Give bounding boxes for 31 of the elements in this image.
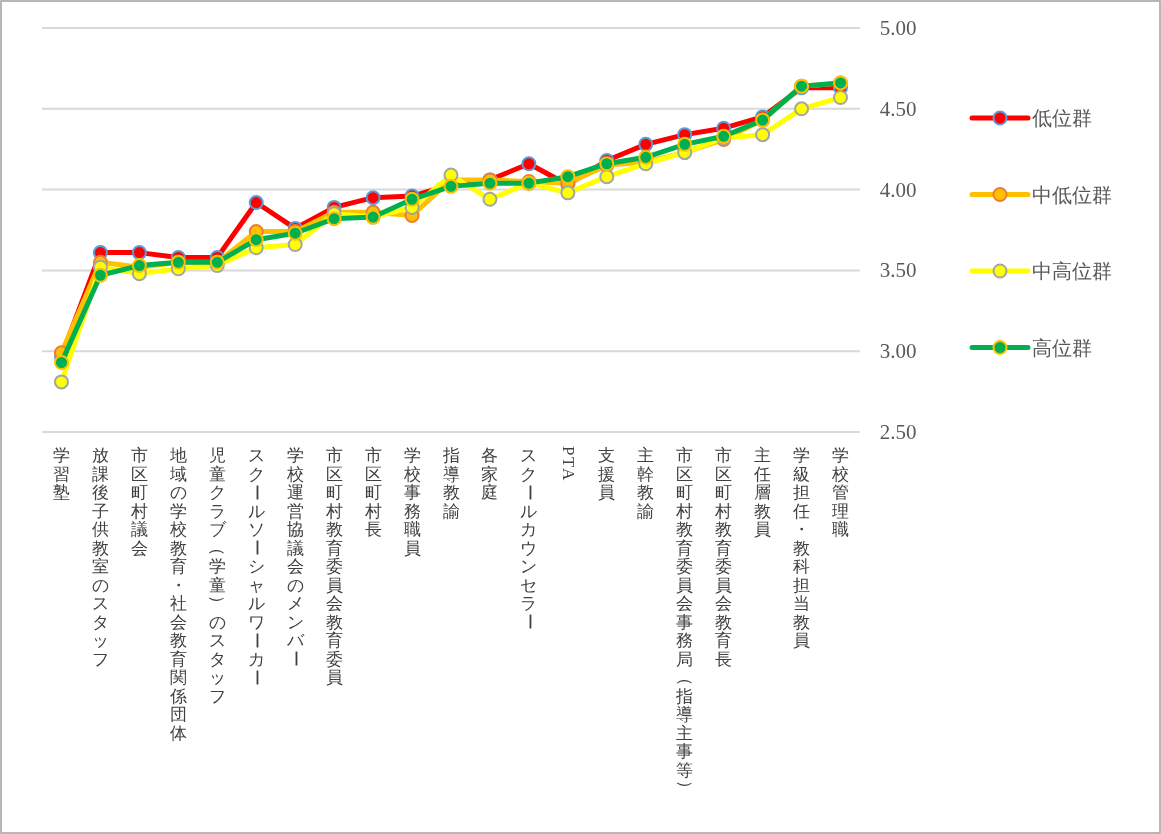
x-tick-label: 学校事務職員 <box>402 446 421 558</box>
legend-label: 中高位群 <box>1032 260 1112 282</box>
category-label: 学校運営協議会のメンバー <box>286 446 306 668</box>
x-tick-label: 主任層教員 <box>753 446 772 539</box>
x-tick-label: 支援員 <box>598 446 616 502</box>
x-tick-label: 学校管理職 <box>831 446 850 539</box>
y-tick-label: 4.00 <box>879 177 917 202</box>
y-tick-label: 5.00 <box>879 16 917 40</box>
y-tick-label: 3.00 <box>879 339 917 364</box>
category-label: 児童クラブ（学童）のスタッフ <box>208 446 228 706</box>
legend-label: 高位群 <box>1032 336 1092 359</box>
legend-label: 低位群 <box>1032 107 1092 129</box>
legend-label: 中低位群 <box>1032 183 1112 206</box>
y-tick-label: 2.50 <box>879 420 917 444</box>
x-tick-label: 各家庭 <box>481 446 499 502</box>
category-label: 放課後子供教室のスタッフ <box>91 446 109 669</box>
x-tick-label: 主幹教諭 <box>637 446 655 521</box>
y-tick-label: 3.50 <box>879 258 917 283</box>
x-tick-label: 市区町村議会 <box>129 446 148 558</box>
x-tick-label: 指導教諭 <box>441 446 460 521</box>
x-tick-label: PTA <box>558 446 578 481</box>
category-label: スクールカウンセラー <box>519 446 539 631</box>
x-tick-label: 学習塾 <box>52 446 70 502</box>
category-label: スクールソーシャルワーカー <box>247 446 267 686</box>
y-tick-label: 4.50 <box>879 96 917 121</box>
category-label: 市区町村教育委員会教育長 <box>715 446 733 669</box>
category-label: 市区町村教育委員会教育委員 <box>325 446 343 687</box>
x-tick-label: 市区町村長 <box>363 446 382 539</box>
category-label: 地域の学校教育・社会教育関係団体 <box>169 446 187 743</box>
category-label: 市区町村教育委員会事務局（指導主事等） <box>675 446 695 797</box>
category-label: 学級担任・教科担当教員 <box>793 446 811 650</box>
